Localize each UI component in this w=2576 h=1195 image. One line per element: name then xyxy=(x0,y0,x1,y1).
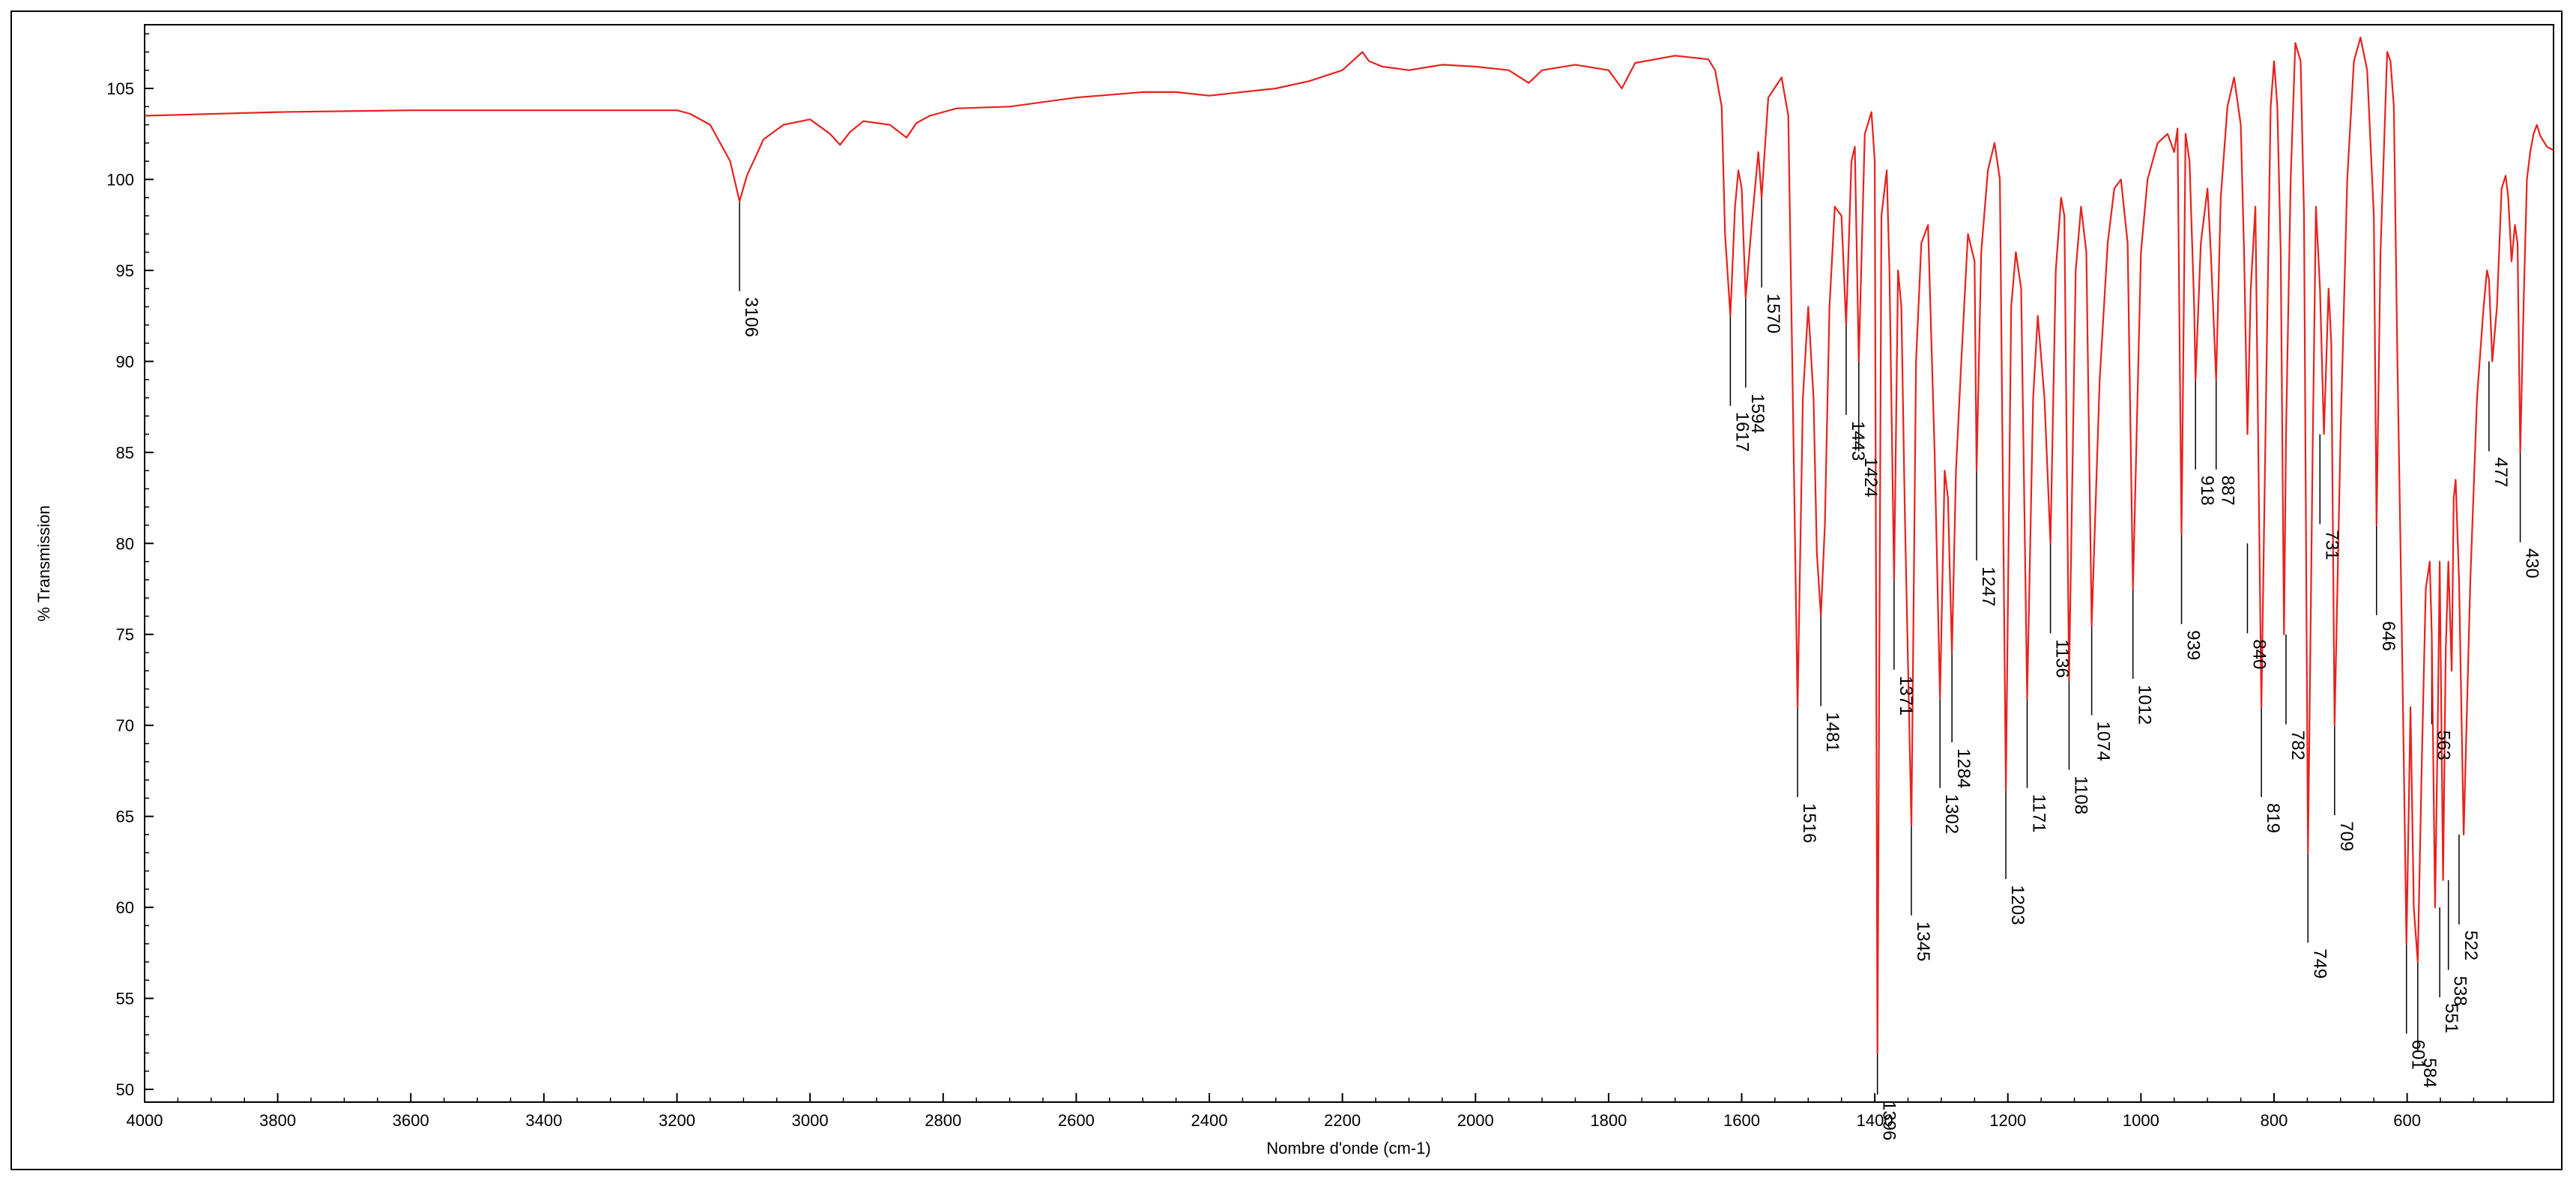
y-axis: 50 55 60 65 70 75 80 85 90 95 100 105 xyxy=(106,33,154,1099)
y-tick-label: 60 xyxy=(116,898,134,917)
peak-label: 939 xyxy=(2183,630,2204,660)
x-tick-label: 3400 xyxy=(525,1111,562,1130)
x-tick-label: 1600 xyxy=(1723,1111,1760,1130)
x-tick-label: 3000 xyxy=(792,1111,829,1130)
peak-label: 563 xyxy=(2433,730,2453,760)
peak-label: 1594 xyxy=(1747,393,1768,433)
x-tick-label: 4000 xyxy=(127,1111,163,1130)
peak-label: 887 xyxy=(2218,476,2238,506)
y-tick-label: 65 xyxy=(116,808,134,826)
x-tick-label: 3200 xyxy=(659,1111,695,1130)
peak-label: 1074 xyxy=(2093,721,2114,761)
peak-label: 1012 xyxy=(2135,685,2155,724)
peak-label: 782 xyxy=(2288,730,2308,760)
y-tick-label: 90 xyxy=(116,352,134,371)
peak-label: 601 xyxy=(2408,1040,2428,1070)
y-tick-label: 70 xyxy=(116,716,134,735)
peak-label: 1345 xyxy=(1913,922,1933,961)
peak-label: 1247 xyxy=(1978,566,1998,606)
x-tick-label: 1000 xyxy=(2123,1111,2159,1130)
peak-label: 1171 xyxy=(2028,794,2049,833)
y-tick-label: 80 xyxy=(116,534,134,553)
x-tick-label: 2200 xyxy=(1324,1111,1361,1130)
peak-label: 646 xyxy=(2378,621,2398,651)
peak-label: 1570 xyxy=(1763,294,1783,333)
peak-label: 918 xyxy=(2197,476,2217,506)
peak-label: 477 xyxy=(2491,457,2511,487)
x-tick-label: 600 xyxy=(2393,1111,2421,1130)
y-tick-label: 85 xyxy=(116,444,134,462)
plot-area xyxy=(144,24,2554,1103)
peak-label: 709 xyxy=(2336,821,2356,851)
peak-label: 1136 xyxy=(2052,639,2072,678)
chart-frame: 4000 3800 3600 3400 3200 3000 2800 2600 2400 2200… xyxy=(10,10,2563,1170)
ir-spectrum-chart: 4000 3800 3600 3400 3200 3000 2800 2600 2400 2200… xyxy=(34,24,2554,1158)
peak-label: 3106 xyxy=(741,297,761,337)
x-tick-label: 1800 xyxy=(1590,1111,1627,1130)
peak-label: 1516 xyxy=(1799,803,1819,843)
peak-label: 749 xyxy=(2309,949,2329,978)
peak-label: 1424 xyxy=(1860,457,1881,497)
peak-label: 1371 xyxy=(1896,676,1916,716)
peak-label: 584 xyxy=(2419,1058,2440,1088)
peak-label: 538 xyxy=(2450,976,2470,1006)
peak-label: 1108 xyxy=(2070,775,2090,814)
y-axis-title: % Transmission xyxy=(34,505,53,621)
y-tick-label: 75 xyxy=(116,626,134,644)
peak-label: 1396 xyxy=(1879,1101,1899,1140)
y-tick-label: 95 xyxy=(116,261,134,280)
peak-label: 1284 xyxy=(1953,748,1974,788)
peak-label: 840 xyxy=(2249,639,2269,669)
peak-label: 1203 xyxy=(2007,885,2028,925)
x-tick-label: 2600 xyxy=(1058,1111,1095,1130)
peak-label: 731 xyxy=(2321,530,2341,560)
y-tick-label: 100 xyxy=(106,170,134,189)
peak-label: 1481 xyxy=(1822,712,1842,751)
x-tick-label: 800 xyxy=(2261,1111,2288,1130)
peak-label: 522 xyxy=(2461,931,2481,960)
peak-label: 551 xyxy=(2441,1003,2461,1033)
peak-label: 430 xyxy=(2522,548,2542,578)
spectrum-line xyxy=(144,36,2554,1054)
x-tick-label: 2400 xyxy=(1191,1111,1228,1130)
x-tick-label: 1200 xyxy=(1989,1111,2026,1130)
x-tick-label: 3800 xyxy=(259,1111,296,1130)
y-tick-label: 55 xyxy=(116,990,134,1008)
x-tick-label: 3600 xyxy=(393,1111,429,1130)
peak-label: 1443 xyxy=(1848,421,1868,461)
peak-label: 819 xyxy=(2263,803,2283,833)
x-axis: 4000 3800 3600 3400 3200 3000 2800 2600 2400 2200… xyxy=(127,1093,2508,1130)
x-tick-label: 2000 xyxy=(1457,1111,1494,1130)
x-tick-label: 1400 xyxy=(1857,1111,1893,1130)
x-tick-label: 2800 xyxy=(925,1111,961,1130)
peak-label: 1617 xyxy=(1732,412,1752,452)
y-tick-label: 105 xyxy=(106,79,134,98)
peak-label: 1302 xyxy=(1941,794,1962,834)
x-axis-title: Nombre d'onde (cm-1) xyxy=(1266,1139,1430,1158)
y-tick-label: 50 xyxy=(116,1080,134,1099)
